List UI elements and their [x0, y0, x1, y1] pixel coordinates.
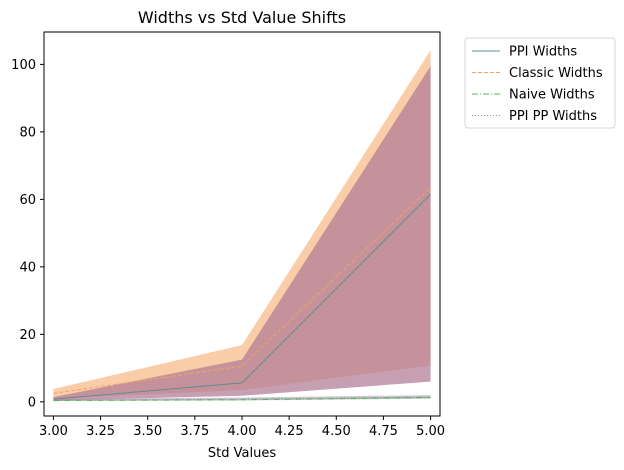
y-axis-ticks: 0 20 40 60 80 100 [11, 58, 44, 410]
x-tick-label: 3.25 [86, 424, 115, 439]
series-lines [53, 187, 431, 401]
legend-label-ppi-widths: PPI Widths [509, 45, 577, 60]
x-axis-ticks: 3.00 3.25 3.50 3.75 4.00 4.25 4.50 4.75 5.00 [39, 416, 445, 439]
naive-widths-line [53, 396, 431, 401]
x-tick-label: 5.00 [416, 424, 445, 439]
ppi-widths-band [53, 66, 431, 401]
y-tick-label: 40 [19, 260, 36, 275]
y-tick-label: 60 [19, 193, 36, 208]
x-tick-label: 4.25 [275, 424, 304, 439]
legend-label-classic-widths: Classic Widths [509, 66, 603, 81]
x-tick-label: 3.75 [180, 424, 209, 439]
x-tick-label: 3.50 [133, 424, 162, 439]
ppi-widths-line [53, 193, 431, 400]
x-axis-label: Std Values [208, 446, 276, 461]
x-tick-label: 4.75 [369, 424, 398, 439]
legend-label-ppi-pp-widths: PPI PP Widths [509, 109, 597, 124]
y-tick-label: 20 [19, 328, 36, 343]
chart-title: Widths vs Std Value Shifts [138, 8, 346, 27]
legend-box [464, 37, 616, 129]
legend-label-naive-widths: Naive Widths [509, 88, 595, 103]
legend: PPI Widths Classic Widths Naive Widths PPI … [464, 37, 616, 129]
ppi-pp-widths-band [53, 395, 431, 401]
confidence-bands [53, 50, 431, 402]
x-tick-label: 3.00 [39, 424, 68, 439]
x-tick-label: 4.00 [228, 424, 257, 439]
y-tick-label: 80 [19, 125, 36, 140]
y-tick-label: 0 [28, 395, 36, 410]
classic-widths-line [53, 187, 431, 394]
x-tick-label: 4.50 [322, 424, 351, 439]
y-tick-label: 100 [11, 58, 36, 73]
